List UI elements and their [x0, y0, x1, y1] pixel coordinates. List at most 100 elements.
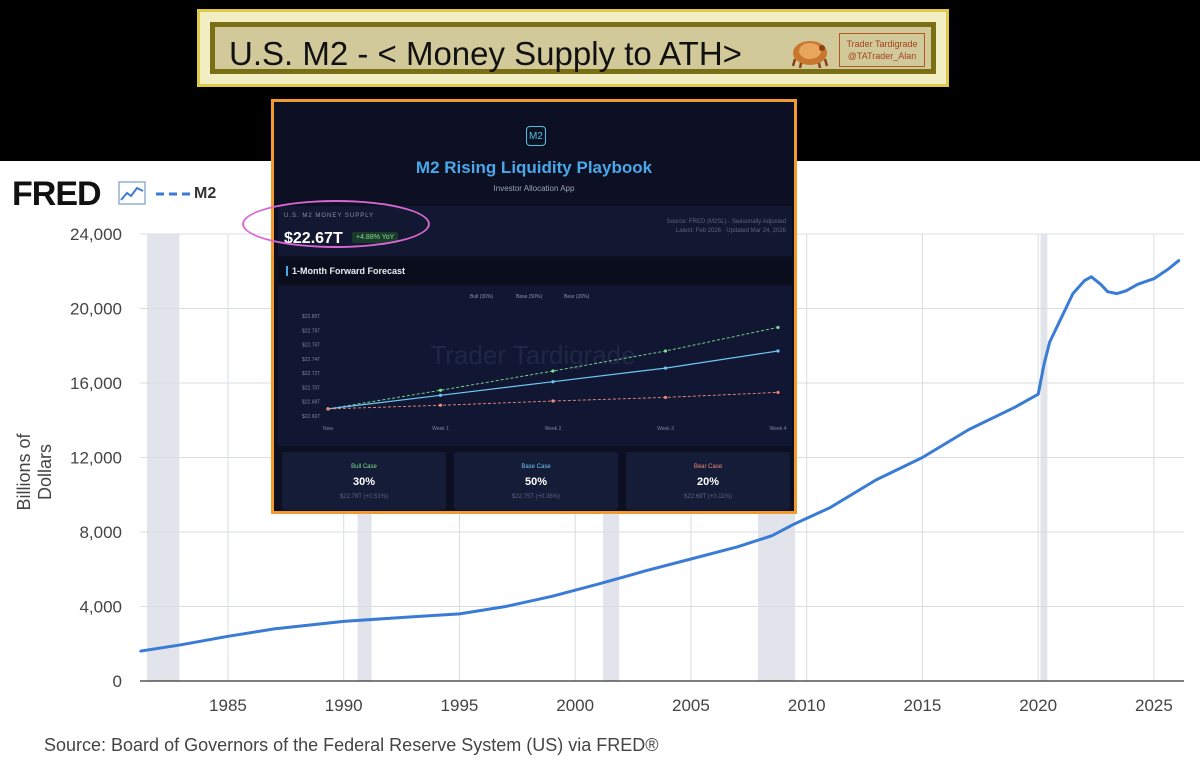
y-tick-label: 24,000 — [70, 225, 122, 244]
x-tick-label: 1995 — [441, 696, 479, 715]
m2-data-point — [412, 615, 414, 618]
m2-data-point — [967, 428, 970, 431]
forecast-y-tick-label: $22.66T — [302, 414, 320, 420]
forecast-y-tick-label: $22.76T — [302, 343, 320, 349]
x-tick-label: 1990 — [325, 696, 363, 715]
m2-data-point — [1072, 292, 1074, 295]
forecast-chart-svg: Trader Tardigrade Bull (30%) Base (50%) Bea… — [302, 294, 787, 432]
forecast-y-tick-label: $22.70T — [302, 385, 320, 391]
m2-data-point — [1178, 259, 1181, 261]
m2-data-point — [921, 456, 924, 459]
m2-data-point — [227, 635, 229, 638]
m2-data-point — [771, 534, 773, 537]
m2-data-point — [736, 546, 739, 548]
forecast-data-point — [776, 390, 780, 395]
source-note-app: Source: FRED (M2SL) · Seasonally Adjuste… — [667, 218, 786, 236]
forecast-x-tick-label: Week 4 — [770, 426, 787, 432]
x-tick-label: 2000 — [556, 696, 594, 715]
author-badge: Trader Tardigrade @TATrader_Alan — [839, 33, 925, 67]
m2-data-point — [875, 479, 877, 481]
m2-data-point — [1166, 268, 1169, 271]
x-tick-label: 2020 — [1019, 696, 1057, 715]
m2-data-point — [1014, 406, 1016, 409]
forecast-header: 1-Month Forward Forecast — [278, 260, 792, 284]
m2-data-point — [1116, 292, 1118, 295]
m2-data-point — [1048, 341, 1051, 343]
app-title: M2 Rising Liquidity Playbook — [415, 158, 653, 177]
highlight-ellipse — [242, 200, 430, 248]
m2-data-point — [458, 613, 461, 615]
forecast-data-point — [438, 403, 443, 407]
base-case-label: Base Case — [521, 464, 551, 470]
m2-data-point — [1136, 283, 1139, 286]
m2-data-point — [1099, 283, 1102, 286]
forecast-chart-area: Trader Tardigrade Bull (30%) Base (50%) Bea… — [278, 286, 792, 446]
m2-data-point — [551, 595, 553, 598]
m2-data-point — [643, 570, 646, 572]
badge-line-2: @TATrader_Alan — [847, 51, 917, 61]
forecast-data-point — [326, 407, 330, 411]
x-tick-label: 2025 — [1135, 696, 1173, 715]
forecast-x-tick-label: Now — [323, 426, 333, 432]
forecast-data-point — [551, 399, 555, 403]
supply-summary: U.S. M2 MONEY SUPPLY $22.67T +4.88% YoY … — [242, 200, 792, 256]
forecast-y-tick-label: $22.78T — [302, 328, 320, 334]
bull-case-pct: 30% — [352, 476, 376, 488]
title-banner-inner: U.S. M2 - < Money Supply to ATH> Trader … — [210, 22, 936, 74]
m2-data-point — [1125, 290, 1127, 292]
forecast-data-point — [776, 349, 780, 353]
source-note-line-1: Source: FRED (M2SL) · Seasonally Adjuste… — [666, 219, 786, 225]
x-tick-label: 1985 — [209, 696, 247, 715]
m2-data-point — [1037, 393, 1039, 395]
badge-line-1: Trader Tardigrade — [846, 39, 918, 49]
y-tick-label: 20,000 — [70, 300, 122, 319]
bear-case-value: $22.69T (+0.11%) — [684, 494, 732, 500]
forecast-y-tick-label: $22.68T — [302, 400, 320, 406]
banner-title: U.S. M2 - < Money Supply to ATH> — [229, 35, 742, 72]
x-tick-label: 2015 — [904, 696, 942, 715]
bull-case-card: Bull Case 30% $22.78T (+0.51%) — [282, 452, 446, 510]
forecast-y-tick-label: $22.72T — [302, 371, 320, 377]
forecast-x-tick-label: Week 3 — [657, 426, 674, 432]
base-case-value: $22.75T (+0.36%) — [511, 494, 561, 500]
m2-data-point — [1060, 317, 1063, 319]
title-banner: U.S. M2 - < Money Supply to ATH> Trader … — [197, 9, 949, 87]
forecast-x-tick-label: Week 1 — [432, 426, 449, 432]
m2-data-point — [690, 558, 692, 560]
source-note: Source: Board of Governors of the Federa… — [44, 735, 659, 755]
source-note-line-2: Latest: Feb 2026 · Updated Mar 24, 2026 — [675, 228, 786, 234]
forecast-data-point — [551, 369, 555, 373]
m2-data-point — [794, 522, 796, 525]
m2-app-icon: M2 — [526, 126, 546, 146]
m2-data-point — [1153, 277, 1155, 280]
watermark-text: Trader Tardigrade — [430, 340, 635, 370]
y-tick-label: 0 — [113, 672, 122, 691]
m2-data-point — [1090, 276, 1093, 278]
forecast-data-point — [663, 349, 668, 353]
legend-label: M2 — [194, 185, 217, 202]
y-tick-label: 4,000 — [79, 598, 122, 617]
forecast-y-tick-label: $22.80T — [302, 314, 320, 320]
m2-data-point — [504, 605, 507, 608]
y-tick-label: 8,000 — [79, 523, 122, 542]
m2-data-point — [1043, 363, 1045, 366]
y-tick-label: 16,000 — [70, 374, 122, 393]
bear-case-pct: 20% — [696, 476, 720, 488]
bull-case-value: $22.78T (+0.51%) — [339, 494, 389, 500]
forecast-data-point — [663, 395, 668, 400]
x-tick-label: 2010 — [788, 696, 826, 715]
forecast-data-point — [438, 393, 443, 397]
playbook-app-overlay: M2 M2 Rising Liquidity Playbook Investor… — [242, 99, 797, 514]
m2-data-point — [597, 583, 600, 585]
legend-dash-icon — [156, 192, 190, 196]
m2-data-point — [1083, 279, 1086, 282]
m2-data-point — [1106, 290, 1109, 293]
forecast-data-point — [551, 380, 555, 384]
forecast-data-point — [663, 366, 668, 370]
x-tick-label: 2005 — [672, 696, 710, 715]
forecast-legend-item: Base (50%) — [516, 294, 542, 300]
forecast-series-line — [327, 326, 779, 410]
m2-data-point — [180, 643, 183, 646]
m2-data-point — [273, 628, 276, 630]
m2-data-point — [342, 620, 345, 623]
